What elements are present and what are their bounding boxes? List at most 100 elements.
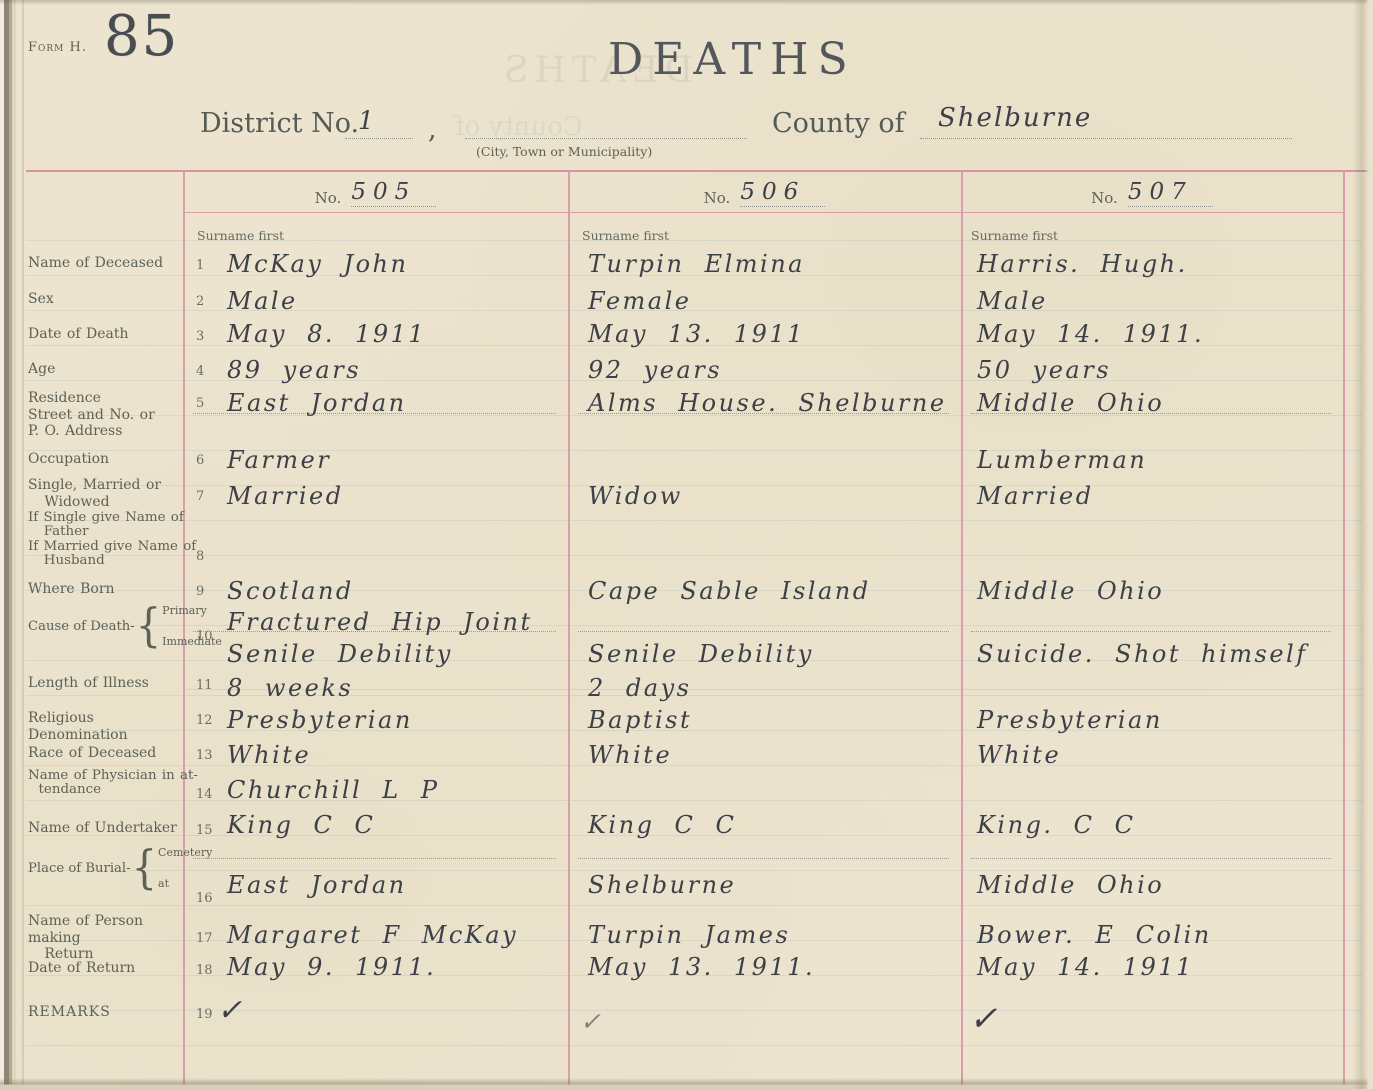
row-number: 8 [196, 549, 205, 564]
row-number: 7 [196, 489, 205, 504]
cell-length-of-illness: 8 weeks [227, 674, 354, 702]
row-number: 2 [196, 294, 205, 309]
row-number: 11 [196, 678, 213, 693]
cell-where-born: Middle Ohio [977, 577, 1165, 605]
place-of-burial-label: Place of Burial- [28, 860, 131, 876]
burial-cemetery-label: Cemetery [158, 846, 213, 859]
row-number: 5 [196, 396, 205, 411]
cell-marital-status: Married [977, 482, 1094, 510]
dotted-rule [578, 631, 949, 632]
row-number: 6 [196, 453, 205, 468]
cell-age: 89 years [227, 356, 362, 384]
surname-first-note: Surname first [582, 228, 670, 243]
row-label-religious-denomination: Religious Denomination [28, 710, 128, 743]
city-blank-line [465, 138, 747, 139]
row-label-age: Age [28, 361, 56, 377]
row-number: 17 [196, 931, 213, 946]
row-label-where-born: Where Born [28, 581, 115, 597]
row-label-date-of-death: Date of Death [28, 326, 129, 342]
form-label: Form H. [28, 40, 87, 55]
cell-remarks-checkmark: ✓ [580, 1007, 604, 1036]
cell-cause-immediate: Suicide. Shot himself [977, 640, 1308, 668]
row-label-place-of-burial: Place of Burial- { Cemetery at [28, 842, 213, 895]
district-blank-line [345, 138, 413, 139]
cell-remarks-checkmark: ✓ [217, 993, 245, 1028]
row-label-race-of-deceased: Race of Deceased [28, 745, 157, 761]
dotted-rule [578, 858, 949, 859]
record-column-507: No. 507 Surname first Harris. Hugh. Male… [961, 171, 1343, 1089]
cell-marital-status: Married [227, 482, 344, 510]
dotted-rule [193, 413, 556, 414]
row-number: 10 [196, 629, 213, 644]
row-label-person-making-return: Name of Person making Return [28, 913, 144, 963]
row-label-father-or-husband: If Single give Name of Father If Married… [28, 510, 197, 569]
cell-race: White [588, 741, 673, 769]
row-number: 13 [196, 748, 213, 763]
no-label: No. [1091, 189, 1118, 207]
row-number: 9 [196, 584, 205, 599]
record-column-506: No. 506 Surname first Turpin Elmina Fema… [568, 171, 961, 1089]
cell-sex: Male [227, 287, 298, 315]
row-number: 1 [196, 258, 205, 273]
no-label: No. [314, 189, 342, 207]
cell-religion: Presbyterian [977, 706, 1163, 734]
dotted-rule [193, 858, 556, 859]
cell-where-born: Scotland [227, 577, 354, 605]
no-label: No. [703, 189, 731, 207]
cell-age: 92 years [588, 356, 723, 384]
grid-vline [183, 171, 185, 1089]
grid-line-top [26, 170, 1369, 172]
row-label-marital-status: Single, Married or Widowed [28, 477, 162, 510]
row-label-residence: Residence Street and No. or P. O. Addres… [28, 390, 155, 440]
record-number: 507 [1127, 181, 1213, 207]
cell-name-of-deceased: McKay John [227, 250, 409, 278]
row-number: 4 [196, 364, 205, 379]
cell-person-making-return: Turpin James [588, 921, 791, 949]
cell-race: White [227, 741, 312, 769]
county-value: Shelburne [938, 103, 1093, 133]
record-column-505: No. 505 Surname first 1 2 3 4 5 6 7 8 9 … [183, 171, 568, 1089]
column-number-header: No. 506 [568, 181, 961, 207]
grid-vline [568, 171, 570, 1089]
row-number: 18 [196, 963, 213, 978]
cell-cause-immediate: Senile Debility [227, 640, 453, 668]
cell-marital-status: Widow [588, 482, 683, 510]
cell-date-of-return: May 9. 1911. [227, 953, 437, 981]
row-number: 12 [196, 713, 213, 728]
dotted-rule [971, 631, 1331, 632]
surname-first-note: Surname first [197, 228, 285, 243]
row-number: 3 [196, 329, 205, 344]
dotted-rule [971, 413, 1331, 414]
county-label: County of [772, 108, 905, 139]
dotted-rule [971, 858, 1331, 859]
city-municipality-note: (City, Town or Municipality) [476, 144, 653, 159]
record-number: 505 [351, 181, 437, 207]
row-label-occupation: Occupation [28, 451, 110, 467]
row-label-remarks: REMARKS [28, 1004, 111, 1020]
district-label: District No. [200, 108, 360, 139]
cell-burial-place: East Jordan [227, 871, 407, 899]
page-title: DEATHS [608, 34, 857, 85]
row-label-sex: Sex [28, 291, 54, 307]
page-number-stamp: 85 [104, 4, 180, 69]
cell-physician: Churchill L P [227, 776, 440, 804]
row-number: 16 [196, 891, 213, 906]
grid-line-under-number-row [183, 212, 1345, 213]
cell-remarks-checkmark: ✓ [969, 999, 1000, 1039]
cell-age: 50 years [977, 356, 1112, 384]
bleedthrough-line [186, 689, 1362, 690]
cell-date-of-death: May 8. 1911 [227, 320, 427, 348]
column-number-header: No. 507 [961, 181, 1343, 207]
row-label-date-of-return: Date of Return [28, 960, 136, 976]
district-number-value: 1 [358, 106, 374, 135]
page-binding-edge [0, 0, 16, 1089]
surname-first-note: Surname first [971, 228, 1059, 243]
cell-date-of-death: May 14. 1911. [977, 320, 1205, 348]
cell-religion: Baptist [588, 706, 693, 734]
burial-at-label: at [158, 877, 170, 890]
cell-name-of-deceased: Turpin Elmina [588, 250, 805, 278]
row-number: 14 [196, 787, 213, 802]
cell-sex: Female [588, 287, 692, 315]
row-label-length-of-illness: Length of Illness [28, 675, 149, 691]
cell-occupation: Lumberman [977, 446, 1148, 474]
